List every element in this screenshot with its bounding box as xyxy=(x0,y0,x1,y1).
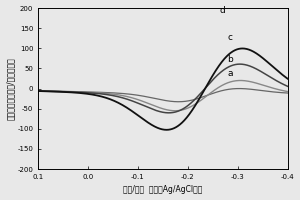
X-axis label: 电压/伏特  相对于Ag/AgCl电极: 电压/伏特 相对于Ag/AgCl电极 xyxy=(123,185,202,194)
Text: c: c xyxy=(228,33,233,42)
Text: a: a xyxy=(227,69,233,78)
Y-axis label: 电流密度／（微安/平方厘米）: 电流密度／（微安/平方厘米） xyxy=(6,57,15,120)
Text: b: b xyxy=(227,55,233,64)
Text: d: d xyxy=(220,6,226,15)
